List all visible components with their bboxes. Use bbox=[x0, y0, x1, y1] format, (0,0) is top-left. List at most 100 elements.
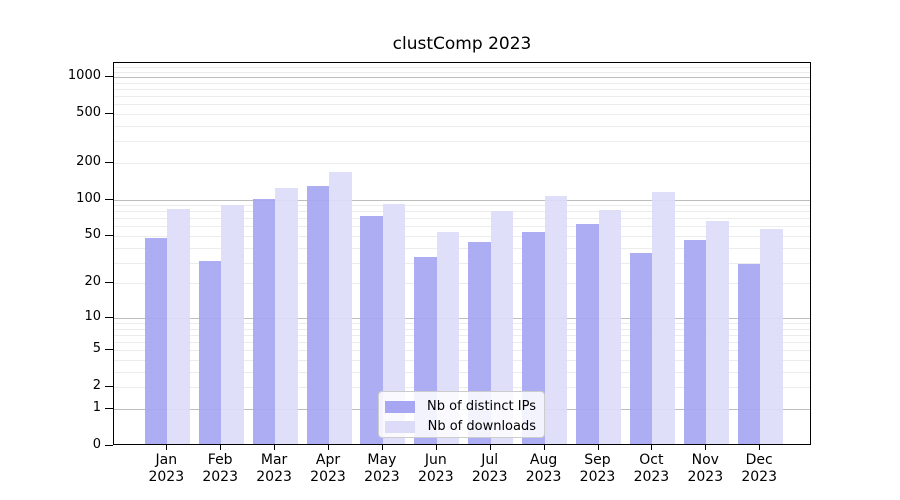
minor-gridline bbox=[114, 247, 810, 249]
y-tick-label: 500 bbox=[76, 104, 101, 120]
major-gridline bbox=[114, 199, 810, 201]
y-tick-mark bbox=[105, 75, 113, 77]
minor-gridline bbox=[114, 350, 810, 352]
legend: Nb of distinct IPs Nb of downloads bbox=[378, 391, 545, 438]
minor-gridline bbox=[114, 283, 810, 285]
bar-distinct-ips-mar bbox=[252, 198, 276, 444]
x-tick-mark bbox=[435, 445, 437, 450]
x-tick-mark bbox=[651, 445, 653, 450]
y-tick-mark bbox=[105, 349, 113, 351]
bar-downloads-dec bbox=[760, 229, 783, 444]
x-tick-mark bbox=[274, 445, 276, 450]
minor-gridline bbox=[114, 113, 810, 115]
minor-gridline bbox=[114, 82, 810, 84]
y-tick-label: 0 bbox=[92, 437, 101, 452]
plot-area bbox=[113, 62, 811, 445]
minor-gridline bbox=[114, 236, 810, 237]
y-tick-mark bbox=[105, 445, 113, 446]
x-tick-label: Jan 2023 bbox=[148, 452, 185, 485]
x-tick-label: Feb 2023 bbox=[202, 452, 238, 485]
chart-title: clustComp 2023 bbox=[392, 34, 532, 54]
x-tick-mark bbox=[705, 445, 707, 450]
x-tick-mark bbox=[381, 445, 383, 450]
bar-distinct-ips-jan bbox=[144, 238, 168, 444]
x-tick-mark bbox=[166, 445, 168, 450]
y-tick-label: 1000 bbox=[67, 67, 101, 83]
x-tick-mark bbox=[543, 445, 545, 450]
major-gridline bbox=[114, 317, 810, 319]
bar-distinct-ips-nov bbox=[683, 239, 707, 444]
minor-gridline bbox=[114, 387, 810, 389]
bar-downloads-may bbox=[382, 204, 406, 444]
x-tick-label: Oct 2023 bbox=[633, 452, 670, 485]
x-tick-mark bbox=[597, 445, 599, 450]
bar-downloads-oct bbox=[652, 191, 675, 444]
y-tick-label: 200 bbox=[76, 153, 101, 169]
legend-swatch-downloads bbox=[385, 420, 415, 433]
bar-distinct-ips-feb bbox=[198, 260, 222, 444]
bar-distinct-ips-dec bbox=[737, 264, 761, 444]
legend-label-downloads: Nb of downloads bbox=[427, 419, 536, 434]
minor-gridline bbox=[114, 162, 810, 164]
minor-gridline bbox=[114, 141, 810, 143]
minor-gridline bbox=[114, 205, 810, 206]
y-tick-label: 50 bbox=[84, 227, 101, 242]
bar-downloads-apr bbox=[329, 171, 352, 444]
y-tick-label: 2 bbox=[92, 378, 101, 394]
y-tick-mark bbox=[105, 235, 113, 236]
legend-swatch-distinct-ips bbox=[385, 400, 415, 413]
legend-label-distinct-ips: Nb of distinct IPs bbox=[427, 399, 536, 414]
x-tick-label: Sep 2023 bbox=[579, 452, 616, 485]
x-tick-mark bbox=[759, 445, 761, 450]
y-tick-label: 10 bbox=[84, 308, 101, 324]
minor-gridline bbox=[114, 67, 810, 69]
y-tick-label: 20 bbox=[84, 274, 101, 290]
legend-item-downloads: Nb of downloads bbox=[385, 417, 536, 436]
minor-gridline bbox=[114, 88, 810, 90]
y-tick-mark bbox=[105, 316, 113, 318]
bar-downloads-nov bbox=[706, 221, 729, 444]
bar-distinct-ips-oct bbox=[629, 252, 653, 444]
y-tick-mark bbox=[105, 408, 113, 409]
x-tick-label: Dec 2023 bbox=[741, 452, 777, 485]
minor-gridline bbox=[114, 371, 810, 373]
minor-gridline bbox=[114, 226, 810, 228]
minor-gridline bbox=[114, 342, 810, 344]
x-tick-label: Jul 2023 bbox=[471, 452, 508, 485]
x-tick-label: Apr 2023 bbox=[310, 452, 346, 485]
y-tick-label: 100 bbox=[76, 190, 101, 206]
bar-distinct-ips-may bbox=[360, 216, 383, 444]
bar-downloads-sep bbox=[598, 209, 621, 444]
y-tick-mark bbox=[105, 282, 113, 284]
x-tick-mark bbox=[328, 445, 329, 450]
bar-distinct-ips-aug bbox=[522, 231, 545, 444]
x-tick-label: Mar 2023 bbox=[256, 452, 292, 485]
minor-gridline bbox=[114, 262, 810, 264]
minor-gridline bbox=[114, 104, 810, 106]
y-tick-mark bbox=[105, 198, 113, 200]
major-gridline bbox=[114, 76, 810, 78]
minor-gridline bbox=[114, 334, 810, 336]
x-tick-label: May 2023 bbox=[364, 452, 400, 485]
x-tick-label: Nov 2023 bbox=[687, 452, 724, 485]
y-tick-mark bbox=[105, 386, 113, 388]
y-tick-label: 1 bbox=[92, 400, 101, 415]
bar-downloads-aug bbox=[544, 195, 568, 444]
bar-downloads-jan bbox=[167, 209, 190, 444]
minor-gridline bbox=[114, 360, 810, 361]
minor-gridline bbox=[114, 328, 810, 330]
y-tick-mark bbox=[105, 161, 113, 163]
y-tick-mark bbox=[105, 112, 113, 114]
bar-distinct-ips-sep bbox=[576, 224, 599, 444]
bar-downloads-mar bbox=[275, 187, 298, 444]
legend-item-distinct-ips: Nb of distinct IPs bbox=[385, 397, 536, 416]
bar-distinct-ips-apr bbox=[306, 186, 329, 444]
bar-downloads-jun bbox=[436, 231, 460, 444]
y-tick-label: 5 bbox=[92, 341, 101, 357]
x-tick-label: Aug 2023 bbox=[525, 452, 562, 485]
minor-gridline bbox=[114, 71, 810, 73]
minor-gridline bbox=[114, 218, 810, 220]
minor-gridline bbox=[114, 323, 810, 324]
minor-gridline bbox=[114, 125, 810, 127]
